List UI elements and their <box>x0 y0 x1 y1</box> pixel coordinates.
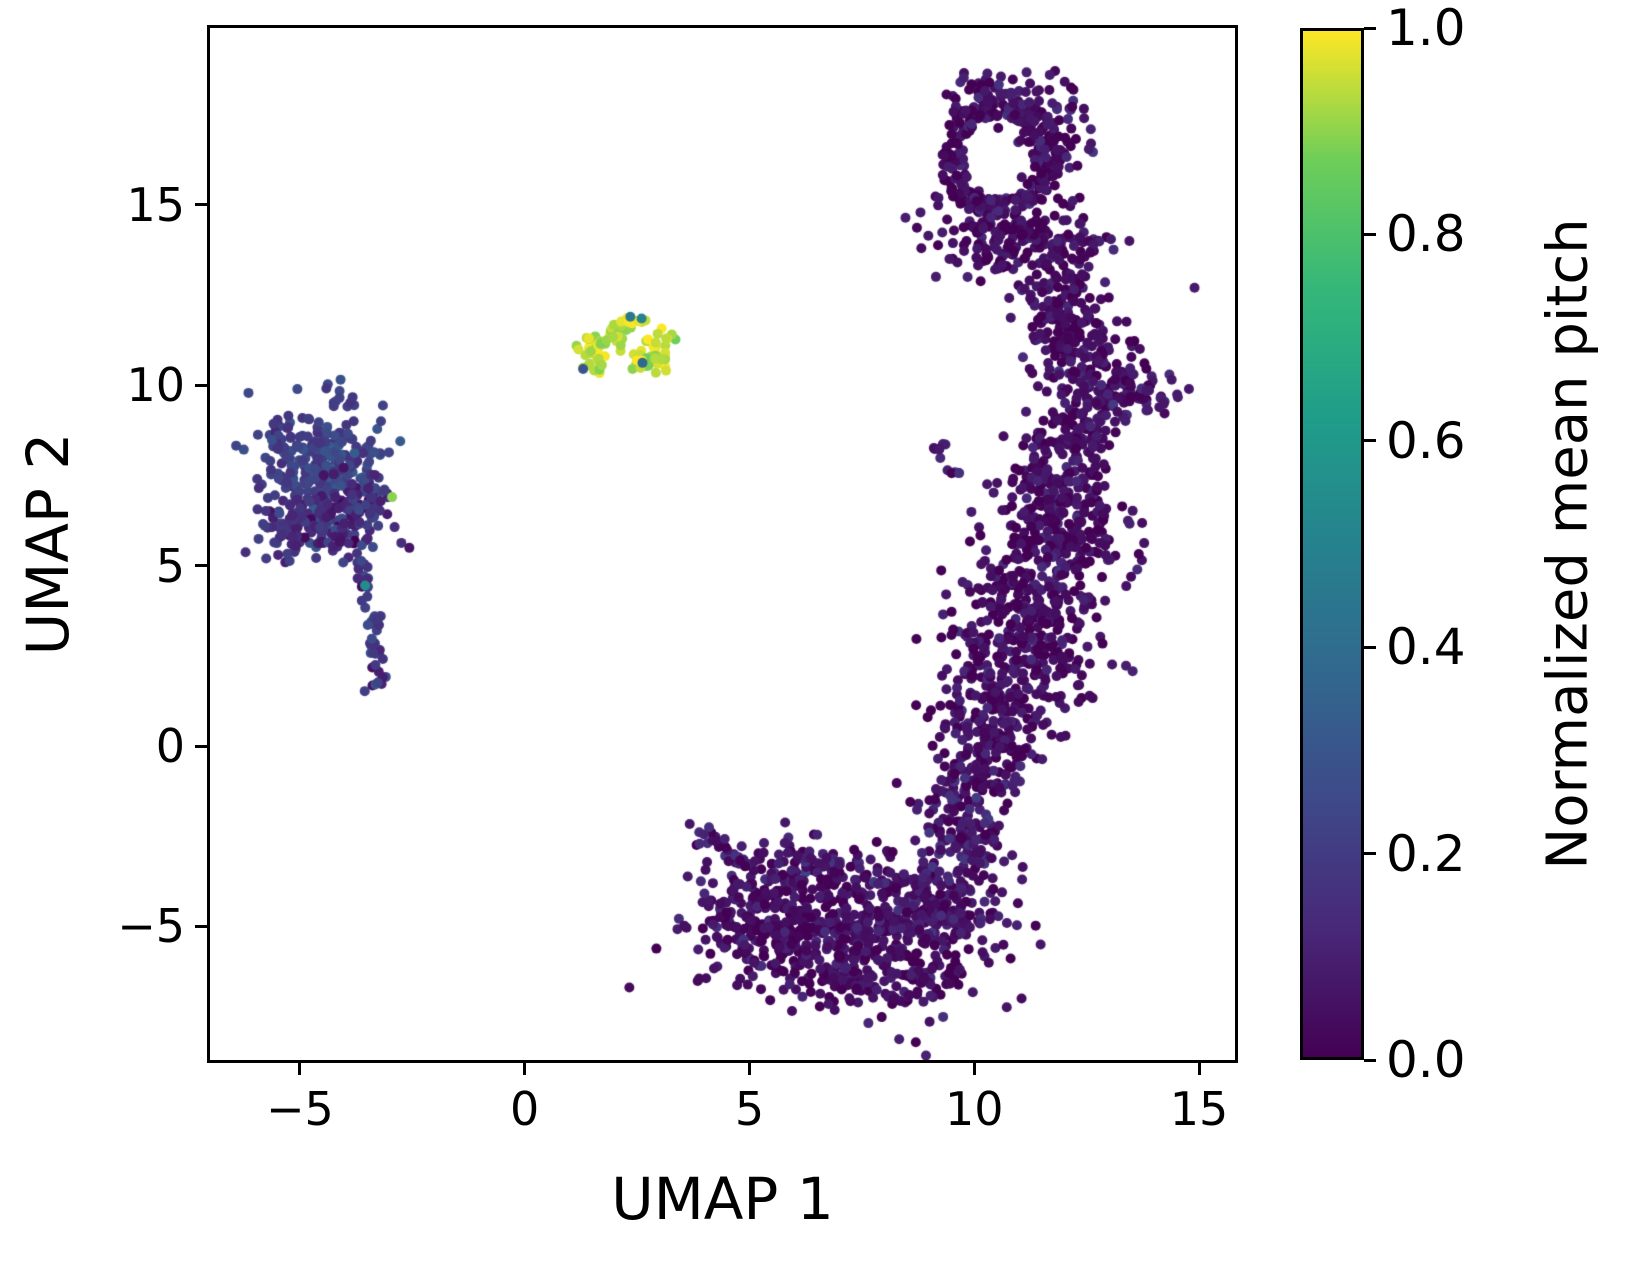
y-tick-label: 5 <box>155 538 185 593</box>
colorbar <box>1300 28 1364 1060</box>
x-tick-label: 15 <box>1169 1082 1229 1136</box>
colorbar-tick-label: 0.4 <box>1386 618 1466 677</box>
x-tick-mark <box>1197 1063 1201 1075</box>
x-tick-label: 5 <box>734 1082 765 1136</box>
colorbar-tick-mark <box>1364 232 1376 236</box>
y-tick-mark <box>195 383 207 387</box>
colorbar-tick-label: 0.2 <box>1386 824 1466 883</box>
x-tick-mark <box>747 1063 751 1075</box>
colorbar-tick-mark <box>1364 1058 1376 1062</box>
colorbar-tick-label: 1.0 <box>1386 0 1466 57</box>
y-tick-mark <box>195 744 207 748</box>
colorbar-tick-mark <box>1364 26 1376 30</box>
colorbar-tick-mark <box>1364 439 1376 443</box>
x-tick-label: 10 <box>944 1082 1004 1136</box>
x-tick-mark <box>298 1063 302 1075</box>
x-tick-label: −5 <box>266 1082 334 1136</box>
x-tick-label: 0 <box>510 1082 540 1136</box>
y-tick-mark <box>195 203 207 207</box>
colorbar-label: Normalized mean pitch <box>1535 218 1601 870</box>
plot-axes-border <box>207 25 1238 1063</box>
colorbar-tick-label: 0.6 <box>1386 411 1466 470</box>
colorbar-tick-label: 0.0 <box>1386 1031 1466 1089</box>
y-tick-label: −5 <box>117 899 185 954</box>
x-tick-mark <box>523 1063 527 1075</box>
x-tick-mark <box>972 1063 976 1075</box>
colorbar-tick-mark <box>1364 852 1376 856</box>
y-tick-label: 15 <box>126 177 185 232</box>
colorbar-tick-mark <box>1364 645 1376 649</box>
y-tick-mark <box>195 564 207 568</box>
scatter-canvas <box>210 28 1235 1060</box>
y-tick-mark <box>195 924 207 928</box>
y-tick-label: 0 <box>155 719 185 774</box>
colorbar-tick-label: 0.8 <box>1386 205 1466 264</box>
y-tick-label: 10 <box>126 358 185 413</box>
x-axis-label: UMAP 1 <box>611 1165 834 1233</box>
